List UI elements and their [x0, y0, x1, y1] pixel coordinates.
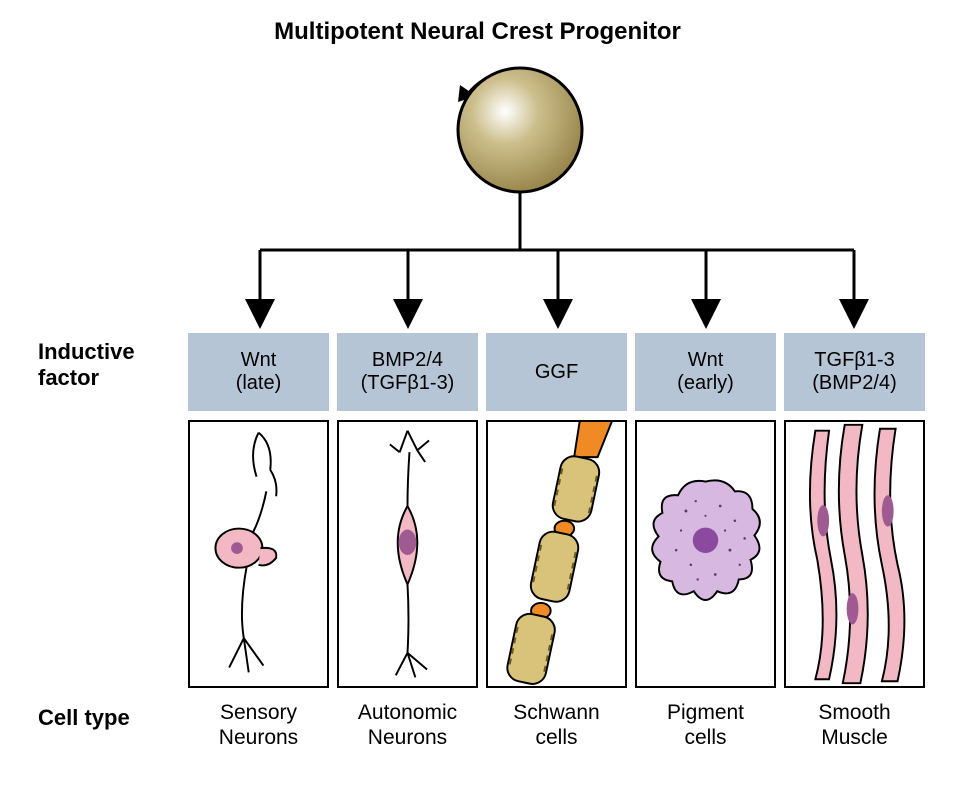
cells-row — [188, 420, 925, 688]
celltype-2-l2: Neurons — [337, 725, 478, 750]
cell-panel-pigment — [635, 420, 776, 688]
factor-2-l1: BMP2/4 — [361, 349, 455, 372]
factor-cell-2: BMP2/4 (TGFβ1-3) — [337, 333, 478, 411]
factor-row: Wnt (late) BMP2/4 (TGFβ1-3) GGF Wnt (ear… — [188, 333, 925, 411]
factor-1-l2: (late) — [236, 372, 282, 395]
factor-cell-1: Wnt (late) — [188, 333, 329, 411]
cell-panel-schwann — [486, 420, 627, 688]
row-label-inductive-l1: Inductive factor — [38, 339, 135, 390]
celltype-label-4: Pigment cells — [635, 700, 776, 750]
celltype-5-l2: Muscle — [784, 725, 925, 750]
factor-4-l2: (early) — [677, 372, 734, 395]
cell-panel-muscle — [784, 420, 925, 688]
celltype-3-l1: Schwann — [486, 700, 627, 725]
celltype-3-l2: cells — [486, 725, 627, 750]
celltype-5-l1: Smooth — [784, 700, 925, 725]
factor-cell-5: TGFβ1-3 (BMP2/4) — [784, 333, 925, 411]
progenitor-and-arrows-svg — [0, 0, 955, 340]
factor-cell-4: Wnt (early) — [635, 333, 776, 411]
factor-3-l1: GGF — [535, 361, 578, 384]
celltype-labels-row: Sensory Neurons Autonomic Neurons Schwan… — [188, 700, 925, 750]
celltype-label-3: Schwann cells — [486, 700, 627, 750]
celltype-4-l2: cells — [635, 725, 776, 750]
cell-panel-sensory — [188, 420, 329, 688]
celltype-label-2: Autonomic Neurons — [337, 700, 478, 750]
diagram-container: Multipotent Neural Crest Progenitor — [0, 0, 955, 800]
celltype-1-l1: Sensory — [188, 700, 329, 725]
progenitor-sphere — [458, 68, 582, 192]
factor-5-l2: (BMP2/4) — [812, 372, 896, 395]
factor-4-l1: Wnt — [677, 349, 734, 372]
factor-5-l1: TGFβ1-3 — [812, 349, 896, 372]
cell-panel-autonomic — [337, 420, 478, 688]
celltype-1-l2: Neurons — [188, 725, 329, 750]
factor-1-l1: Wnt — [236, 349, 282, 372]
celltype-4-l1: Pigment — [635, 700, 776, 725]
factor-2-l2: (TGFβ1-3) — [361, 372, 455, 395]
row-label-inductive: Inductive factor — [38, 339, 135, 392]
factor-cell-3: GGF — [486, 333, 627, 411]
row-label-celltype: Cell type — [38, 705, 130, 731]
celltype-label-5: Smooth Muscle — [784, 700, 925, 750]
celltype-2-l1: Autonomic — [337, 700, 478, 725]
celltype-label-1: Sensory Neurons — [188, 700, 329, 750]
